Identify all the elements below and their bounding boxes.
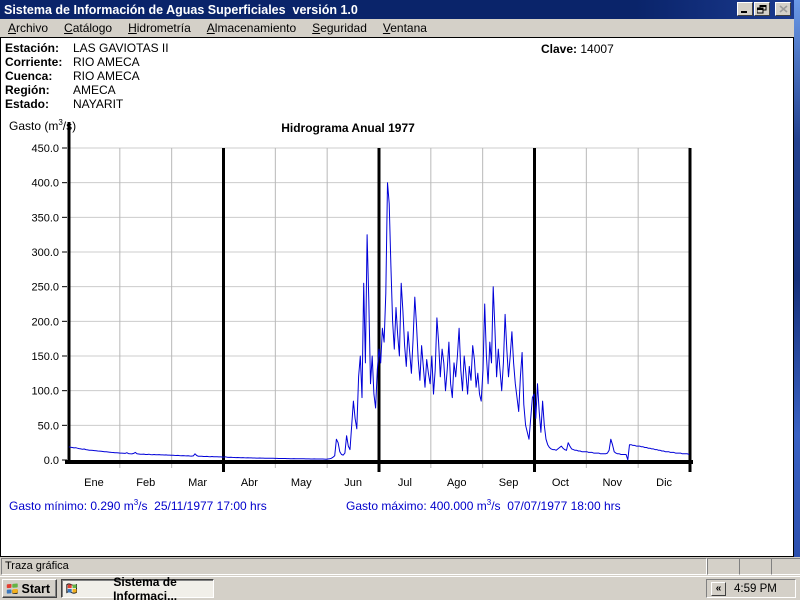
status-pane [739, 558, 772, 575]
station-label: Corriente: [5, 55, 63, 69]
svg-text:Oct: Oct [552, 477, 569, 489]
chart-title: Hidrograma Anual 1977 [281, 121, 415, 135]
status-bar: Traza gráfica [0, 557, 800, 576]
menu-almacenamiento[interactable]: Almacenamiento [206, 21, 297, 35]
station-value: AMECA [73, 83, 116, 97]
svg-text:Abr: Abr [241, 477, 258, 489]
status-message: Traza gráfica [1, 558, 707, 575]
station-row: Estación: LAS GAVIOTAS II [5, 41, 169, 55]
station-label: Región: [5, 83, 50, 97]
taskbar-clock[interactable]: 4:59 PM [734, 582, 777, 595]
svg-text:100.0: 100.0 [31, 386, 59, 398]
station-row: Estado: NAYARIT [5, 97, 123, 111]
svg-text:Jun: Jun [344, 477, 362, 489]
status-pane [771, 558, 800, 575]
window-title: Sistema de Información de Aguas Superfic… [4, 2, 358, 17]
restore-icon [757, 4, 767, 13]
station-value: NAYARIT [73, 97, 124, 111]
app-icon [66, 583, 77, 594]
svg-text:Jul: Jul [398, 477, 412, 489]
menu-hidrometria[interactable]: Hidrometría [128, 21, 191, 35]
station-label: Cuenca: [5, 69, 53, 83]
menu-bar: Archivo Catálogo Hidrometría Almacenamie… [0, 19, 794, 37]
svg-text:Mar: Mar [188, 477, 207, 489]
tray-chevron-button[interactable]: « [711, 581, 726, 596]
station-row: Cuenca: RIO AMECA [5, 69, 140, 83]
svg-text:Nov: Nov [602, 477, 622, 489]
status-pane [707, 558, 740, 575]
svg-text:350.0: 350.0 [31, 212, 59, 224]
minimize-icon [741, 10, 747, 13]
station-label: Estado: [5, 97, 50, 111]
menu-ventana[interactable]: Ventana [382, 21, 427, 35]
client-area: Estación: LAS GAVIOTAS II Corriente: RIO A… [0, 37, 794, 557]
svg-text:50.0: 50.0 [38, 420, 59, 432]
title-bar: Sistema de Información de Aguas Superfic… [0, 0, 794, 19]
svg-text:May: May [291, 477, 312, 489]
svg-text:Ene: Ene [84, 477, 104, 489]
start-button[interactable]: Start [2, 579, 57, 598]
station-value: LAS GAVIOTAS II [73, 41, 169, 55]
close-icon [778, 5, 788, 13]
station-value: RIO AMECA [73, 69, 140, 83]
gasto-maximo-text: Gasto máximo: 400.000 m3/s 07/07/1977 18… [346, 498, 621, 513]
clave-label: Clave: [541, 42, 578, 56]
start-label: Start [21, 581, 50, 596]
close-button[interactable] [775, 2, 791, 16]
task-button-label: Sistema de Informaci... [113, 574, 178, 600]
taskbar: Start Sistema de Informaci... « 4:59 PM [0, 575, 800, 600]
gasto-minimo-text: Gasto mínimo: 0.290 m3/s 25/11/1977 17:0… [9, 498, 267, 513]
restore-button[interactable] [754, 2, 770, 16]
station-label: Estación: [5, 41, 60, 55]
clave-value: 14007 [580, 42, 614, 56]
svg-text:0.0: 0.0 [44, 455, 59, 467]
menu-catalogo[interactable]: Catálogo [64, 21, 113, 35]
svg-text:Feb: Feb [136, 477, 155, 489]
svg-text:200.0: 200.0 [31, 316, 59, 328]
station-row: Región: AMECA [5, 83, 116, 97]
svg-text:Dic: Dic [656, 477, 672, 489]
system-tray: « 4:59 PM [706, 579, 796, 598]
svg-text:300.0: 300.0 [31, 247, 59, 259]
svg-text:400.0: 400.0 [31, 178, 59, 190]
hydrograph-chart: 0.0 50.0 100.0 150.0 200.0 250.0 300.0 350.0 400… [31, 122, 693, 489]
minimize-button[interactable] [737, 2, 753, 16]
station-row: Corriente: RIO AMECA [5, 55, 140, 69]
clave-row: Clave: 14007 [541, 42, 614, 56]
task-button-sistema[interactable]: Sistema de Informaci... [61, 575, 214, 600]
menu-seguridad[interactable]: Seguridad [312, 21, 367, 35]
svg-text:450.0: 450.0 [31, 143, 59, 155]
background-window-edge [794, 0, 800, 557]
station-value: RIO AMECA [73, 55, 140, 69]
menu-archivo[interactable]: Archivo [8, 21, 49, 35]
svg-text:Ago: Ago [447, 477, 467, 489]
svg-text:Sep: Sep [499, 477, 519, 489]
svg-text:150.0: 150.0 [31, 351, 59, 363]
svg-text:250.0: 250.0 [31, 282, 59, 294]
windows-logo-icon [6, 583, 18, 594]
